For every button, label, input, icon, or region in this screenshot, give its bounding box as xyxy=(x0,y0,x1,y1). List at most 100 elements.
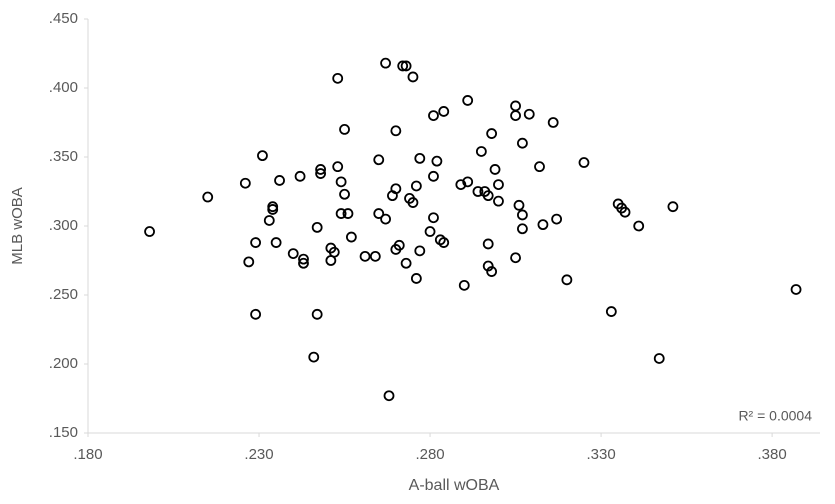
point xyxy=(462,95,474,106)
point xyxy=(431,155,443,167)
point xyxy=(517,137,528,149)
point xyxy=(455,179,467,191)
point xyxy=(257,150,268,162)
point xyxy=(510,252,521,264)
point xyxy=(315,168,326,179)
point xyxy=(534,161,545,173)
point xyxy=(144,226,155,237)
y-tick-label: .400 xyxy=(49,79,78,96)
point xyxy=(410,273,422,284)
point xyxy=(311,308,323,320)
x-tick-label: .230 xyxy=(244,446,273,463)
point xyxy=(373,154,385,166)
point xyxy=(339,188,350,200)
point xyxy=(653,353,665,364)
point xyxy=(493,179,504,191)
point xyxy=(250,237,262,248)
point xyxy=(424,226,436,237)
x-tick-label: .180 xyxy=(73,446,102,463)
point xyxy=(790,284,802,295)
point xyxy=(390,125,402,137)
point xyxy=(510,110,521,121)
point xyxy=(274,175,285,186)
point xyxy=(486,128,498,139)
point xyxy=(578,157,590,168)
point xyxy=(380,57,391,69)
point xyxy=(475,146,487,157)
point xyxy=(547,117,559,128)
point xyxy=(510,100,521,112)
point xyxy=(373,208,385,219)
point xyxy=(270,237,282,248)
point xyxy=(335,176,347,188)
point xyxy=(315,164,326,175)
x-tick-label: .330 xyxy=(586,446,615,463)
point xyxy=(438,237,450,248)
point xyxy=(243,256,255,268)
point xyxy=(493,195,504,207)
point xyxy=(400,257,412,269)
point xyxy=(410,180,422,192)
point xyxy=(393,239,405,251)
point xyxy=(605,306,617,317)
point xyxy=(345,231,357,243)
y-tick-label: .300 xyxy=(49,217,78,234)
point xyxy=(561,274,573,286)
point xyxy=(517,223,528,235)
point xyxy=(311,221,323,233)
point xyxy=(359,250,371,262)
point xyxy=(414,245,426,257)
point xyxy=(428,170,439,182)
point xyxy=(263,215,275,226)
point xyxy=(462,176,474,188)
point xyxy=(332,161,344,173)
annotation: R² = 0.0004 xyxy=(738,408,812,424)
point xyxy=(267,204,279,215)
point xyxy=(482,238,494,250)
y-tick-label: .350 xyxy=(49,148,78,165)
point xyxy=(513,199,525,211)
point xyxy=(414,152,426,164)
x-tick-label: .380 xyxy=(758,446,787,463)
point xyxy=(407,197,419,208)
point xyxy=(294,170,306,182)
point xyxy=(308,351,320,363)
point xyxy=(633,220,645,232)
point xyxy=(619,206,631,218)
y-axis-label: MLB wOBA xyxy=(9,187,26,265)
y-tick-label: .200 xyxy=(49,355,78,372)
point xyxy=(407,71,419,83)
point xyxy=(202,191,214,203)
y-tick-label: .450 xyxy=(49,10,78,27)
point xyxy=(438,106,450,117)
point xyxy=(328,246,340,258)
point xyxy=(667,201,679,213)
point xyxy=(472,186,484,197)
point xyxy=(428,212,439,224)
point xyxy=(298,253,309,265)
point xyxy=(390,183,402,195)
point xyxy=(537,219,549,231)
point xyxy=(482,190,494,202)
point xyxy=(458,279,470,291)
point xyxy=(339,123,350,135)
point xyxy=(551,213,563,225)
point xyxy=(369,250,381,262)
point xyxy=(523,108,535,120)
x-axis-label: A-ball wOBA xyxy=(409,477,500,494)
x-tick-label: .280 xyxy=(415,446,444,463)
point xyxy=(428,110,439,121)
point xyxy=(489,164,501,175)
point xyxy=(287,248,299,260)
point xyxy=(298,257,309,269)
point xyxy=(400,60,412,72)
point xyxy=(335,208,347,219)
point xyxy=(342,208,354,219)
point xyxy=(239,177,251,189)
point xyxy=(486,266,498,277)
y-tick-label: .150 xyxy=(49,424,78,441)
point xyxy=(332,72,344,84)
point xyxy=(380,213,391,225)
point xyxy=(397,60,409,72)
